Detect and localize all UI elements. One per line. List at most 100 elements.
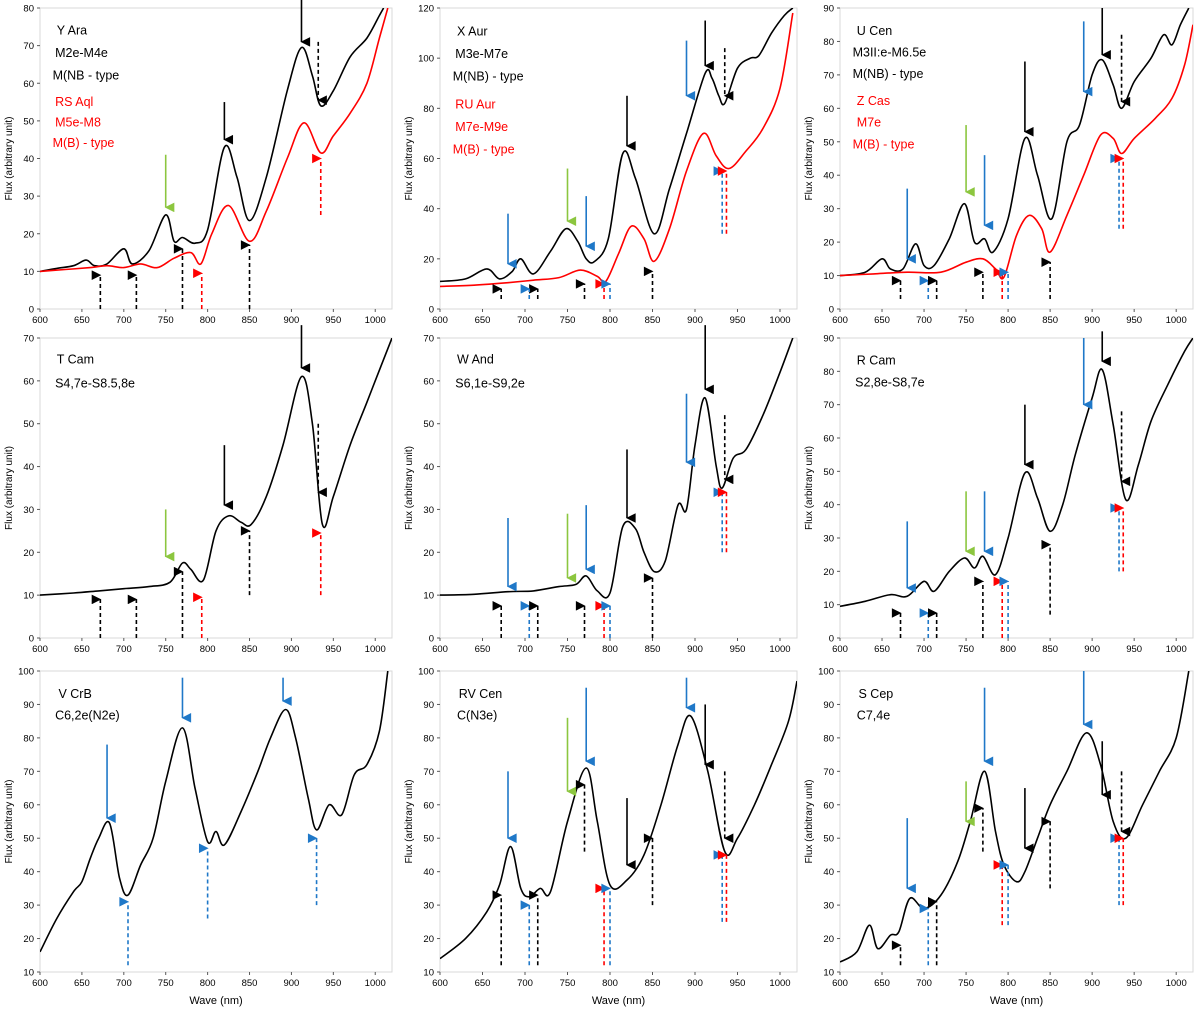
y-axis-label: Flux (arbitrary unit) (404, 446, 415, 530)
x-tick-label: 800 (602, 644, 618, 655)
x-tick-label: 650 (475, 315, 491, 326)
x-tick-label: 900 (283, 978, 299, 989)
star-label: M3II:e-M6.5e (853, 45, 927, 59)
x-tick-label: 850 (242, 644, 258, 655)
x-tick-label: 1000 (769, 315, 790, 326)
x-tick-label: 700 (916, 978, 932, 989)
y-axis-label: Flux (arbitrary unit) (4, 780, 15, 864)
star-label: M(B) - type (453, 142, 515, 156)
y-tick-label: 40 (823, 171, 834, 182)
x-tick-label: 950 (730, 644, 746, 655)
series-line-z-cas (840, 24, 1193, 280)
x-tick-label: 850 (645, 978, 661, 989)
x-tick-label: 700 (517, 978, 533, 989)
x-tick-label: 700 (116, 644, 132, 655)
y-tick-label: 20 (423, 934, 434, 945)
y-axis-label: Flux (arbitrary unit) (4, 446, 15, 530)
y-tick-label: 60 (23, 376, 34, 387)
star-label: M3e-M7e (455, 47, 508, 61)
x-tick-label: 950 (325, 644, 341, 655)
y-tick-label: 90 (823, 4, 834, 15)
x-tick-label: 800 (200, 644, 216, 655)
panel-rv-cen: 10 20 30 40 50 60 70 80 90 100 600 650 700 750 800 850 9… (404, 667, 798, 1007)
star-label: RV Cen (459, 687, 503, 701)
x-tick-label: 600 (832, 978, 848, 989)
y-tick-label: 100 (418, 667, 434, 678)
star-label: T Cam (57, 353, 94, 367)
star-label: M5e-M8 (55, 116, 101, 130)
y-tick-label: 20 (23, 548, 34, 559)
x-tick-label: 650 (475, 978, 491, 989)
y-tick-label: 80 (423, 104, 434, 115)
y-tick-label: 20 (23, 934, 34, 945)
panel-r-cam: 0 10 20 30 40 50 60 70 80 90 600 650 700 750 800 850 900… (804, 331, 1194, 655)
y-tick-label: 100 (18, 667, 34, 678)
x-tick-label: 650 (874, 315, 890, 326)
plot-frame (39, 337, 393, 639)
y-tick-label: 80 (423, 733, 434, 744)
y-tick-label: 60 (423, 800, 434, 811)
y-tick-label: 30 (423, 901, 434, 912)
y-tick-label: 50 (823, 834, 834, 845)
star-label: M7e (857, 116, 881, 130)
y-tick-label: 70 (823, 70, 834, 81)
x-tick-label: 900 (687, 978, 703, 989)
x-tick-label: 600 (432, 644, 448, 655)
series-line-r-cam (840, 338, 1193, 608)
x-tick-label: 1000 (769, 644, 790, 655)
y-tick-label: 70 (423, 334, 434, 345)
y-tick-label: 120 (418, 4, 434, 15)
y-tick-label: 20 (423, 548, 434, 559)
y-tick-label: 0 (829, 634, 834, 645)
series-line-rs-aql (40, 8, 389, 273)
y-tick-label: 40 (423, 462, 434, 473)
y-tick-label: 60 (423, 154, 434, 165)
x-tick-label: 950 (1126, 315, 1142, 326)
x-tick-label: 950 (325, 978, 341, 989)
y-tick-label: 90 (423, 700, 434, 711)
y-tick-label: 20 (423, 254, 434, 265)
y-tick-label: 40 (823, 500, 834, 511)
panel-v-crb: 10 20 30 40 50 60 70 80 90 100 600 650 700 750 800 850 9… (4, 667, 393, 1007)
x-tick-label: 1000 (769, 978, 790, 989)
star-label: U Cen (857, 24, 892, 38)
y-tick-label: 70 (823, 767, 834, 778)
y-tick-label: 50 (423, 419, 434, 430)
panel-s-cep: 10 20 30 40 50 60 70 80 90 100 600 650 700 750 800 850 9… (804, 667, 1194, 1007)
star-label: C6,2e(N2e) (55, 708, 120, 722)
y-tick-label: 40 (23, 462, 34, 473)
y-tick-label: 10 (23, 591, 34, 602)
y-tick-label: 80 (823, 733, 834, 744)
plot-frame (39, 670, 393, 973)
x-tick-label: 950 (1126, 644, 1142, 655)
x-tick-label: 850 (645, 315, 661, 326)
star-label: X Aur (457, 25, 488, 39)
y-axis-label: Flux (arbitrary unit) (404, 780, 415, 864)
x-tick-label: 850 (1042, 644, 1058, 655)
x-tick-label: 600 (32, 315, 48, 326)
y-tick-label: 30 (423, 505, 434, 516)
x-tick-label: 900 (687, 644, 703, 655)
x-tick-label: 950 (1126, 978, 1142, 989)
series-line-w-and (440, 338, 794, 599)
star-label: V CrB (58, 687, 91, 701)
x-tick-label: 600 (432, 315, 448, 326)
x-tick-label: 600 (832, 315, 848, 326)
y-tick-label: 40 (423, 204, 434, 215)
x-tick-label: 900 (283, 315, 299, 326)
panel-x-aur: 0 20 40 60 80 100 120 600 650 700 750 800 850 900 950 1… (404, 4, 798, 326)
x-tick-label: 750 (958, 315, 974, 326)
y-tick-label: 80 (823, 37, 834, 48)
x-tick-label: 600 (432, 978, 448, 989)
x-tick-label: 800 (1000, 644, 1016, 655)
star-label: M2e-M4e (55, 46, 108, 60)
y-tick-label: 50 (23, 834, 34, 845)
y-tick-label: 30 (23, 505, 34, 516)
y-tick-label: 50 (23, 116, 34, 127)
star-label: M(B) - type (53, 136, 115, 150)
x-tick-label: 950 (730, 315, 746, 326)
x-tick-label: 900 (1084, 315, 1100, 326)
y-tick-label: 10 (423, 591, 434, 602)
y-tick-label: 60 (23, 79, 34, 90)
